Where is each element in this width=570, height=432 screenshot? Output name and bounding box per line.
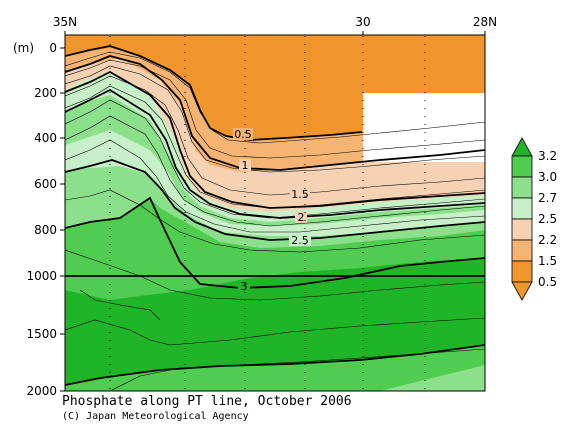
legend-label: 3.0	[538, 170, 557, 184]
color-legend: 3.2 3.0 2.7 2.5 2.2 1.5 0.5	[511, 137, 557, 301]
contour-line	[65, 189, 485, 253]
x-axis: 35N 30 28N	[53, 15, 497, 35]
contour-label-1-5: 1.5	[291, 188, 309, 201]
legend-bottom-arrow	[511, 281, 533, 301]
contour-3-deep	[65, 344, 485, 386]
contour-label-3: 3	[241, 280, 248, 293]
green-light-deep	[380, 365, 485, 391]
contour-line	[65, 65, 485, 173]
chart-caption: Phosphate along PT line, October 2006	[62, 394, 352, 409]
y-tick-label: 600	[34, 177, 57, 191]
legend-label: 1.5	[538, 254, 557, 268]
contour-line	[65, 115, 485, 227]
x-tick-label-30: 30	[355, 15, 370, 29]
copyright-credit: (C) Japan Meteorological Agency	[62, 411, 249, 422]
contour-line	[65, 75, 485, 196]
legend-label: 2.5	[538, 212, 557, 226]
y-tick-label: 400	[34, 131, 57, 145]
contour-3	[65, 196, 485, 289]
plot-frame	[64, 34, 486, 392]
contour-line	[65, 249, 485, 301]
legend-top-arrow	[511, 137, 533, 157]
station-lines	[109, 36, 426, 390]
contour-label-2: 2	[298, 211, 305, 224]
legend-swatch	[511, 155, 533, 178]
legend-label: 0.5	[538, 275, 557, 289]
contour-0-5	[65, 45, 363, 141]
contour-label-2-5: 2.5	[291, 234, 309, 247]
contour-line	[79, 289, 161, 321]
legend-swatch	[511, 218, 533, 241]
legend-swatch	[511, 197, 533, 220]
y-tick-label: 800	[34, 223, 57, 237]
x-tick-label-35n: 35N	[53, 15, 77, 29]
legend-label: 2.2	[538, 233, 557, 247]
contour-label-1: 1	[242, 159, 249, 172]
legend-swatch	[511, 176, 533, 199]
y-tick-label: 200	[34, 86, 57, 100]
legend-label: 2.7	[538, 191, 557, 205]
y-tick-label: 0	[49, 41, 57, 55]
contour-lines-thick	[65, 45, 485, 386]
y-tick-label: 1500	[26, 327, 57, 341]
contour-line	[65, 59, 485, 159]
legend-label: 3.2	[538, 149, 557, 163]
y-tick-label: 2000	[26, 384, 57, 398]
contour-label-0-5: 0.5	[234, 128, 252, 141]
y-axis-unit: (m)	[13, 41, 34, 55]
contour-1	[65, 55, 485, 171]
contour-2-5	[65, 159, 485, 241]
y-tick-label: 1000	[26, 269, 57, 283]
legend-swatch	[511, 239, 533, 262]
contour-1-5	[65, 70, 485, 209]
y-axis: (m) 0 200 400 600 800 1000 1500 2000	[13, 41, 65, 398]
contour-lines-thin	[65, 51, 485, 391]
contour-line	[65, 85, 485, 209]
contour-2	[65, 88, 485, 219]
x-tick-label-28n: 28N	[473, 15, 497, 29]
contour-line	[65, 317, 485, 346]
no-data-region	[363, 93, 485, 162]
contour-line	[65, 99, 485, 219]
green-mid-deep	[65, 345, 485, 391]
legend-swatch	[511, 260, 533, 283]
